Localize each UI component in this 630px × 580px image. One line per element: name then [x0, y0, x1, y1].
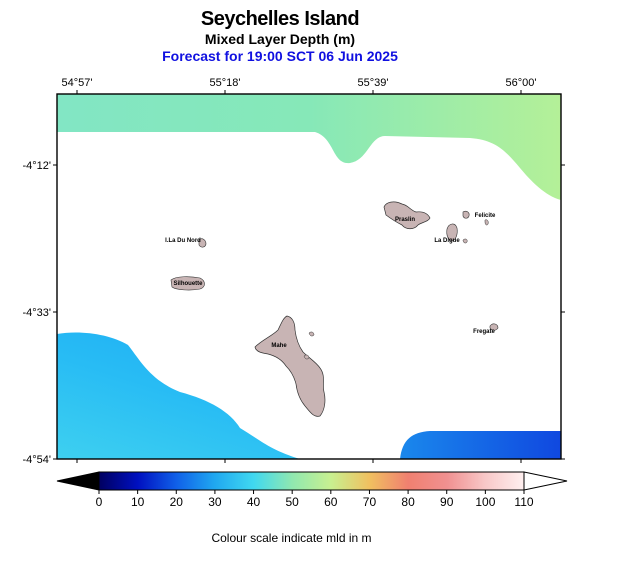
colorbar-tick-label: 90 — [440, 495, 454, 509]
lat-label-2: -4°33' — [22, 307, 51, 319]
label-fregate: Fregate — [473, 329, 495, 335]
colorbar-tick-label: 50 — [286, 495, 300, 509]
label-silhouette: Silhouette — [173, 281, 203, 287]
lat-label-3: -4°54' — [22, 454, 51, 466]
colorbar-tick-label: 70 — [363, 495, 377, 509]
colorbar-bar — [98, 471, 525, 491]
colorbar-low-arrow — [56, 471, 100, 491]
mld-region-north — [57, 94, 561, 200]
island-mahe-islet-1-shape — [308, 331, 315, 337]
colorbar-tick-label: 40 — [247, 495, 261, 509]
mld-region-southwest — [57, 332, 300, 459]
island-mahe-shape — [254, 315, 326, 417]
colorbar-ticks: 0 10 20 30 40 50 60 70 80 90 100 110 — [96, 490, 534, 509]
label-mahe: Mahe — [271, 343, 287, 349]
longitude-axis: 54°57' 55°18' 55°39' 56°00' — [62, 77, 537, 463]
colorbar: 0 10 20 30 40 50 60 70 80 90 100 110 — [56, 471, 568, 509]
colorbar-tick-label: 30 — [208, 495, 222, 509]
island-silhouette-shape — [170, 276, 205, 291]
island-small-2-shape — [462, 238, 468, 244]
mld-field — [57, 94, 561, 459]
island-felicite-shape — [462, 210, 470, 219]
lon-label-2: 55°18' — [210, 77, 241, 89]
island-praslin-shape — [383, 201, 431, 230]
colorbar-tick-label: 110 — [514, 495, 533, 509]
map-frame — [56, 93, 562, 460]
forecast-time: Forecast for 19:00 SCT 06 Jun 2025 — [162, 48, 398, 64]
mld-region-southeast — [400, 431, 561, 459]
colorbar-caption: Colour scale indicate mld in m — [211, 531, 372, 545]
island-mahe-islet-2-shape — [303, 354, 310, 360]
map-title: Seychelles Island — [200, 8, 360, 30]
map-subtitle: Mixed Layer Depth (m) — [204, 31, 356, 47]
lat-label-1: -4°12' — [22, 160, 51, 172]
colorbar-tick-label: 100 — [475, 495, 495, 509]
colorbar-tick-label: 60 — [324, 495, 338, 509]
colorbar-tick-label: 10 — [131, 495, 145, 509]
island-la-digue-shape — [446, 223, 458, 242]
label-la-digue: La Digue — [434, 238, 460, 244]
colorbar-tick-label: 0 — [96, 495, 103, 509]
lon-label-4: 56°00' — [506, 77, 537, 89]
label-felicite: Felicite — [475, 213, 496, 219]
colorbar-tick-label: 80 — [401, 495, 415, 509]
latitude-axis: -4°12' -4°33' -4°54' — [22, 160, 565, 466]
colorbar-tick-label: 20 — [170, 495, 184, 509]
lon-label-3: 55°39' — [358, 77, 389, 89]
colorbar-high-arrow — [523, 471, 568, 491]
lon-label-1: 54°57' — [62, 77, 93, 89]
island-small-1-shape — [484, 219, 489, 226]
label-ile-du-nord: I.La Du Nord — [165, 238, 201, 244]
island-fregate-shape — [489, 323, 499, 331]
island-nord-shape — [198, 238, 207, 248]
label-praslin: Praslin — [395, 217, 415, 223]
